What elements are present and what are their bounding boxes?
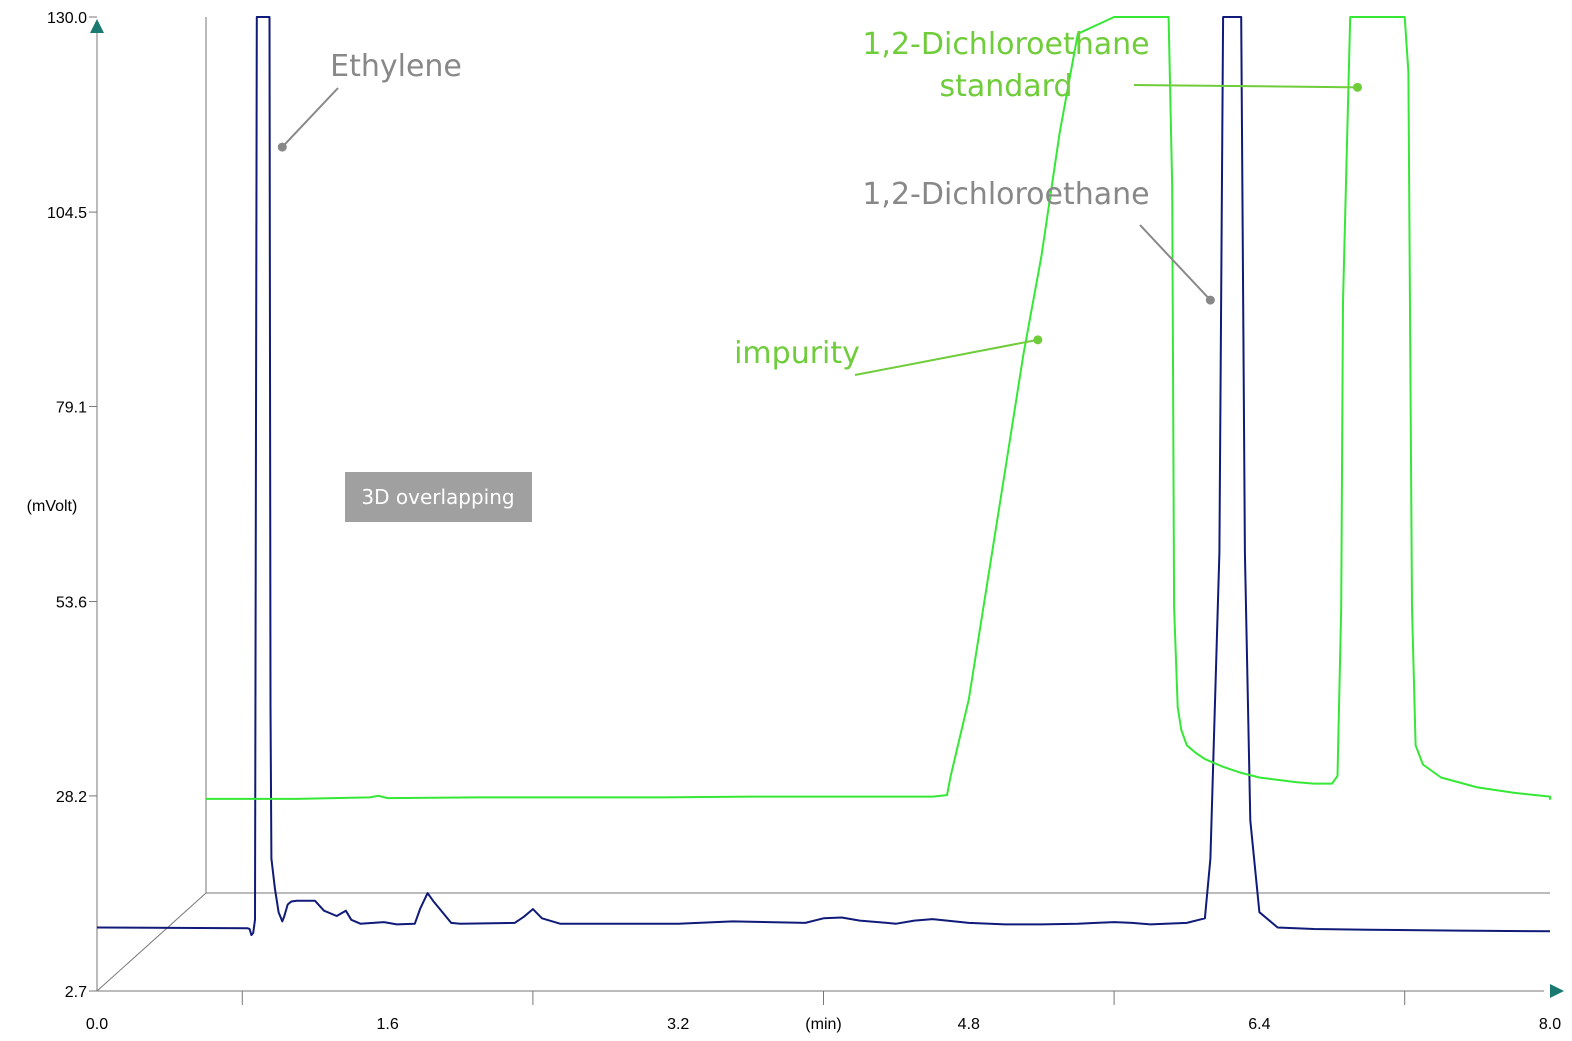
y-tick-label: 130.0 [47, 10, 87, 27]
y-tick-label: 79.1 [56, 399, 87, 416]
x-tick-label: 3.2 [667, 1016, 689, 1033]
mode-badge-label: 3D overlapping [361, 485, 514, 509]
annotation-leader-line [1133, 84, 1358, 89]
annotation-label: 1,2-Dichloroethane [862, 27, 1149, 62]
y-axis-arrow-icon [90, 19, 104, 33]
x-tick-label: 4.8 [958, 1016, 980, 1033]
standard-trace-line [206, 16, 1551, 800]
y-axis-label: (mVolt) [27, 498, 78, 515]
y-tick-label: 104.5 [47, 205, 87, 222]
annotation-dot [1205, 295, 1215, 305]
annotation-dot [277, 142, 287, 152]
annotation-label: Ethylene [330, 49, 462, 84]
y-tick-label: 53.6 [56, 595, 87, 612]
annotation-dot [1033, 335, 1043, 345]
annotation-dot [1353, 82, 1363, 92]
mode-badge: 3D overlapping [345, 472, 532, 522]
annotation-label: 1,2-Dichloroethane [862, 177, 1149, 212]
mode-badge-background [345, 472, 532, 522]
annotation-leader-line [854, 338, 1039, 376]
y-tick-label: 28.2 [56, 789, 87, 806]
x-tick-label: 0.0 [86, 1016, 108, 1033]
annotation-label: standard [939, 69, 1072, 104]
axes-layer [90, 17, 1564, 998]
x-tick-label: 6.4 [1248, 1016, 1270, 1033]
annotation-label: impurity [734, 336, 860, 371]
x-tick-label: 1.6 [376, 1016, 398, 1033]
annotation-leader-line [1139, 224, 1212, 301]
ticks-layer: 0.0 1.6 3.2 4.8 6.4 8.0 2.7 28.2 53.6 79.1 104.5 13… [47, 10, 1561, 1033]
depth-diagonal-line [96, 892, 207, 992]
annotations-layer: Ethylene 1,2-Dichloroethane standard 1,2-Di… [277, 27, 1363, 376]
x-axis-arrow-icon [1550, 984, 1564, 998]
annotation-leader-line [281, 87, 339, 148]
x-tick-label: 8.0 [1539, 1016, 1561, 1033]
y-tick-label: 2.7 [65, 984, 87, 1001]
x-axis-label: (min) [805, 1016, 841, 1033]
series-layer [96, 16, 1551, 937]
sample-trace-line [96, 16, 1551, 937]
